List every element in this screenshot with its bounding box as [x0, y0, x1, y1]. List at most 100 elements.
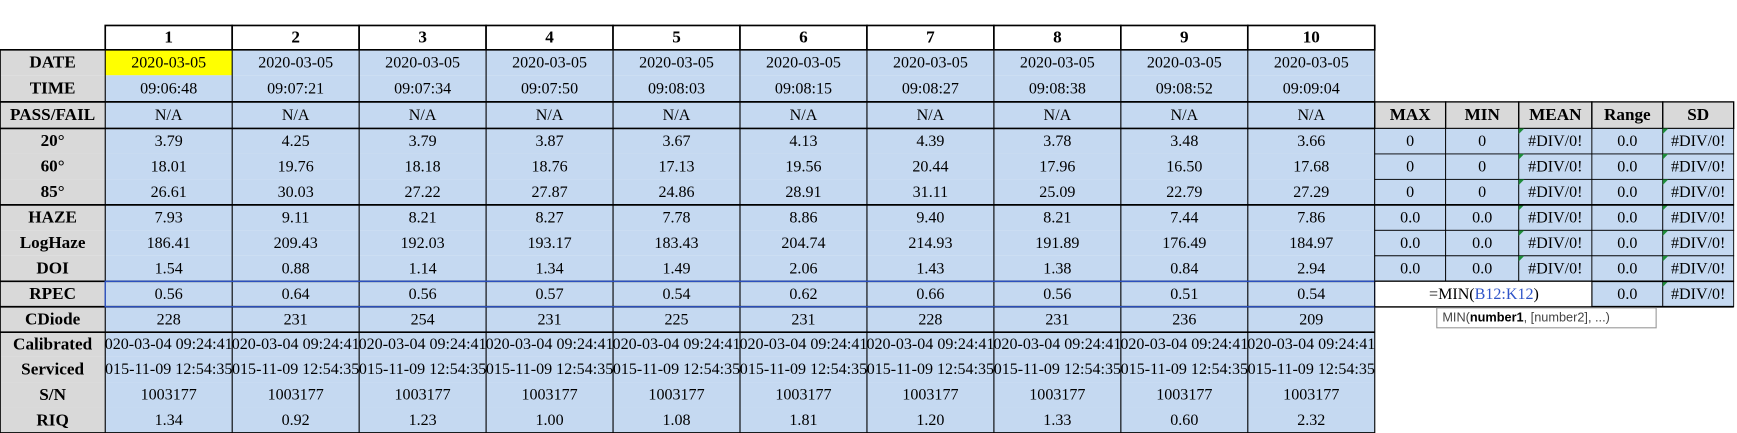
row-label-cell: [0, 255, 106, 282]
cell-value: 09:09:04: [1283, 80, 1340, 97]
cell: [232, 153, 360, 180]
cell-value: 0.57: [536, 286, 564, 303]
cell: [486, 179, 614, 205]
cell: [359, 179, 487, 205]
row-label: Serviced: [21, 359, 84, 378]
cell: [232, 230, 360, 256]
cell-value: N/A: [1044, 107, 1072, 124]
cell-value: 020-03-04 09:24:41: [232, 336, 360, 353]
cell-value: 0.84: [1170, 260, 1198, 277]
row-label: 85°: [41, 182, 65, 201]
column-header-label: 7: [926, 28, 935, 47]
cell: [866, 230, 994, 256]
cell-value: 204.74: [781, 235, 825, 252]
cell-value: 0.51: [1170, 286, 1198, 303]
column-header-label: 9: [1180, 28, 1189, 47]
cell-value: 2.94: [1297, 260, 1325, 277]
cell: [1247, 281, 1375, 307]
stat-value: 0.0: [1617, 260, 1637, 277]
cell-value: 9.11: [282, 209, 310, 226]
cell-value: 186.41: [147, 235, 191, 252]
cell-value: 09:07:21: [267, 80, 324, 97]
column-header-label: 5: [672, 28, 681, 47]
cell: [866, 204, 994, 231]
cell: [359, 153, 487, 180]
cell: [105, 407, 233, 433]
stat-value: #DIV/0!: [1528, 158, 1582, 175]
stat-value: 0: [1406, 184, 1414, 201]
cell-value: 0.92: [282, 412, 310, 429]
cell: [739, 204, 867, 231]
cell: [232, 204, 360, 231]
cell: [866, 255, 994, 282]
cell: [486, 356, 614, 383]
cell: [613, 382, 740, 408]
row-label: TIME: [30, 79, 76, 98]
cell-value: 020-03-04 09:24:41: [993, 336, 1121, 353]
cell: [105, 332, 233, 357]
stat-value: #DIV/0!: [1671, 235, 1725, 252]
cell: [359, 75, 487, 102]
cell-value: 3.66: [1297, 133, 1325, 150]
cell: [613, 153, 740, 180]
cell-value: 015-11-09 12:54:35: [1248, 361, 1375, 378]
cell-value: 176.49: [1162, 235, 1206, 252]
cell-value: 09:08:52: [1156, 80, 1213, 97]
cell-value: 0.56: [155, 286, 183, 303]
cell-value: 020-03-04 09:24:41: [105, 336, 233, 353]
cell: [359, 255, 487, 282]
cell: [1120, 306, 1248, 333]
cell-value: 020-03-04 09:24:41: [866, 336, 994, 353]
row-label: Calibrated: [13, 334, 93, 353]
cell: [486, 153, 614, 180]
cell: [486, 407, 614, 433]
stat-cell: [1518, 178, 1593, 206]
error-indicator: [1518, 153, 1525, 160]
cell: [993, 153, 1121, 180]
column-header-label: 8: [1053, 28, 1062, 47]
column-header: [739, 24, 868, 51]
cell-value: 3.67: [662, 133, 690, 150]
cell: [359, 382, 487, 408]
cell: [993, 306, 1121, 333]
cell-value: 1.34: [536, 260, 564, 277]
cell: [1247, 128, 1375, 154]
cell: [232, 407, 360, 433]
stat-value: 0.0: [1472, 209, 1492, 226]
cell: [1120, 332, 1248, 357]
cell: [993, 407, 1121, 433]
cell: [1120, 179, 1248, 205]
error-indicator: [1518, 255, 1525, 262]
cell-value: 020-03-04 09:24:41: [740, 336, 868, 353]
stat-header: SD: [1687, 105, 1709, 124]
cell-value: 231: [284, 311, 308, 328]
stat-value: 0.0: [1617, 184, 1637, 201]
stat-value: 0: [1478, 184, 1486, 201]
cell-value: 2020-03-05: [1020, 54, 1095, 71]
cell: [739, 75, 867, 102]
cell-value: 8.21: [409, 209, 437, 226]
cell-value: 3.78: [1043, 133, 1071, 150]
cell: [232, 382, 360, 408]
cell: [1247, 49, 1375, 76]
row-label: 20°: [41, 131, 65, 150]
cell-value: 1003177: [775, 387, 831, 404]
stat-cell: [1662, 229, 1735, 257]
cell-value: 2020-03-05: [131, 54, 206, 71]
cell: [866, 332, 994, 357]
cell: [993, 332, 1121, 357]
cell-value: 231: [538, 311, 562, 328]
cell: [105, 153, 233, 180]
cell: [232, 281, 360, 307]
stat-cell: [1374, 178, 1447, 206]
cell-value: 18.01: [151, 158, 187, 175]
cell-value: 30.03: [278, 184, 314, 201]
cell-value: 09:06:48: [140, 80, 197, 97]
tooltip: MIN(number1, [number2], ...): [1442, 310, 1610, 325]
cell: [1247, 332, 1375, 357]
cell-value: 020-03-04 09:24:41: [359, 336, 487, 353]
cell-value: 020-03-04 09:24:41: [1120, 336, 1248, 353]
cell: [739, 101, 867, 129]
cell: [866, 306, 994, 333]
cell: [359, 128, 487, 154]
